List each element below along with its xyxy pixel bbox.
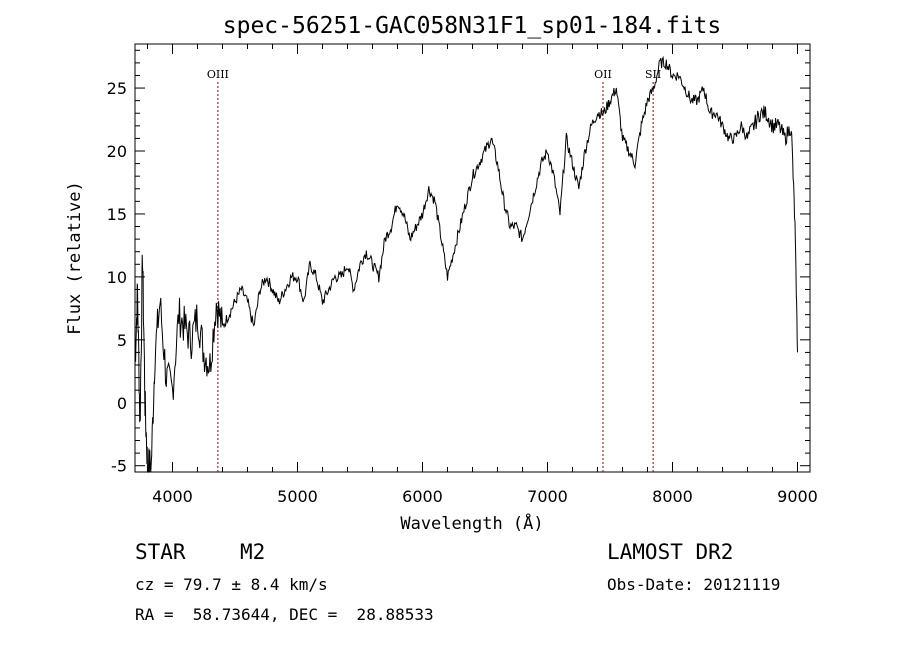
chart-title: spec-56251-GAC058N31F1_sp01-184.fits bbox=[223, 13, 722, 39]
observation-date: Obs-Date: 20121119 bbox=[607, 575, 781, 594]
redshift-velocity: cz = 79.7 ± 8.4 km/s bbox=[135, 575, 328, 594]
emission-line-label: OII bbox=[594, 68, 612, 81]
y-tick-label: 10 bbox=[107, 268, 127, 287]
object-class: STAR bbox=[135, 540, 186, 564]
y-tick-label: 15 bbox=[107, 205, 127, 224]
y-tick-label: 25 bbox=[107, 79, 127, 98]
x-tick-label: 6000 bbox=[402, 487, 443, 506]
spectrum-line bbox=[134, 55, 798, 473]
y-tick-label: 5 bbox=[117, 331, 127, 350]
y-axis-label: Flux (relative) bbox=[65, 181, 85, 335]
plot-frame bbox=[134, 43, 811, 473]
y-tick-label: 0 bbox=[117, 394, 127, 413]
x-tick-label: 9000 bbox=[777, 487, 818, 506]
survey-release: LAMOST DR2 bbox=[607, 540, 734, 564]
emission-line-label: OIII bbox=[207, 68, 229, 81]
y-tick-label: -5 bbox=[111, 457, 127, 476]
object-subclass: M2 bbox=[240, 540, 266, 564]
x-tick-label: 8000 bbox=[652, 487, 693, 506]
coordinates: RA = 58.73644, DEC = 28.88533 bbox=[135, 605, 434, 624]
x-axis-label: Wavelength (Å) bbox=[400, 512, 543, 534]
y-tick-label: 20 bbox=[107, 142, 127, 161]
axis-ticks: 4000 5000 6000 7000 8000 9000 -5 0 5 10 15 20 25 bbox=[107, 44, 818, 506]
series-layer bbox=[134, 55, 798, 473]
x-tick-label: 4000 bbox=[152, 487, 193, 506]
x-tick-label: 7000 bbox=[527, 487, 568, 506]
x-tick-label: 5000 bbox=[277, 487, 318, 506]
emission-line-markers: OIII OII SII bbox=[207, 68, 661, 472]
emission-line-label: SII bbox=[645, 68, 661, 81]
